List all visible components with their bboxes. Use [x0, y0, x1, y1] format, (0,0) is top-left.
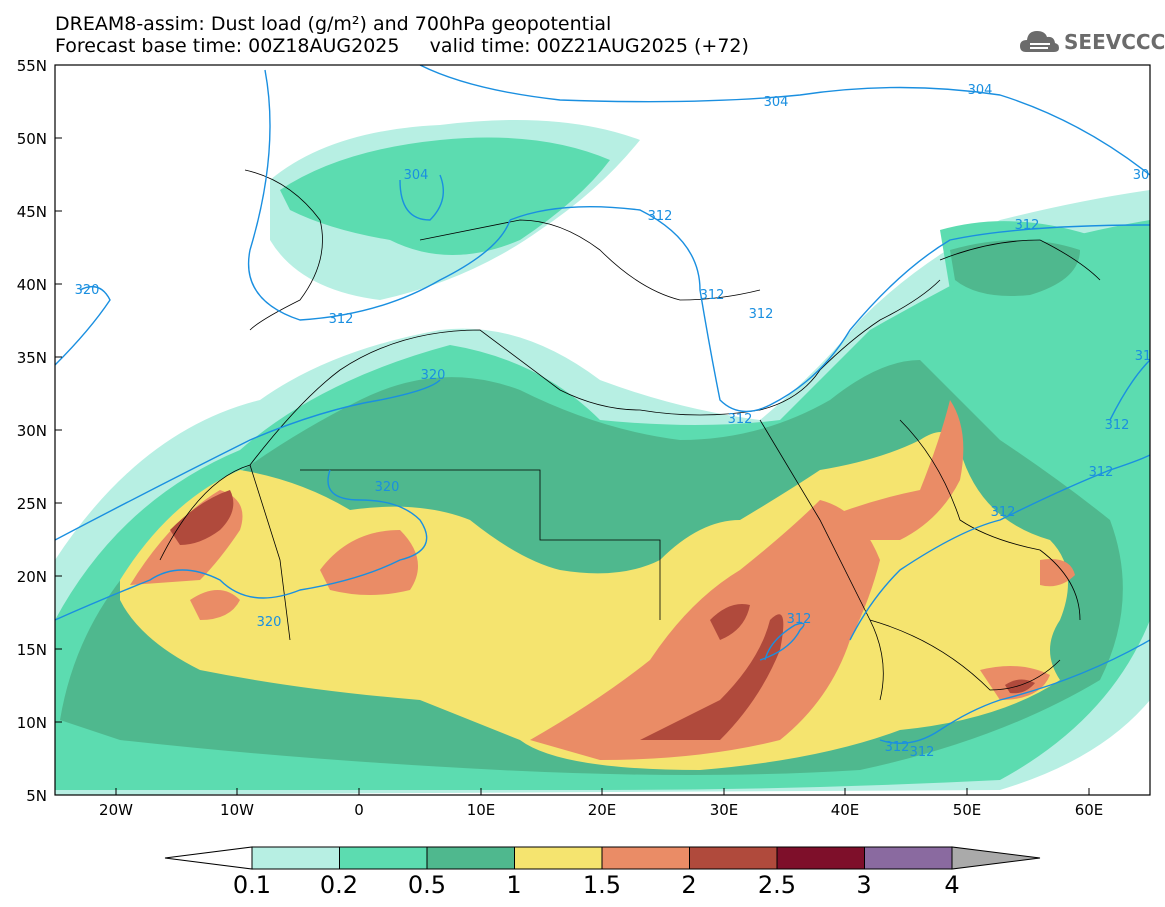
contour-label: 304 [764, 95, 789, 110]
contour-label: 312 [1015, 218, 1040, 233]
colorbar-label: 0.1 [233, 871, 271, 899]
lon-label: 30E [710, 801, 739, 819]
colorbar-high-arrow [951, 846, 1041, 870]
contour-label: 312 [329, 312, 354, 327]
colorbar-label: 2 [681, 871, 696, 899]
seevccc-logo: SEEVCCC [1018, 22, 1165, 60]
contour-label: 312 [991, 505, 1016, 520]
map-subtitle: Forecast base time: 00Z18AUG2025 valid t… [55, 35, 749, 57]
colorbar-label: 1.5 [583, 871, 621, 899]
contour-label: 31 [1135, 349, 1152, 364]
colorbar-label: 0.5 [408, 871, 446, 899]
contour-label: 312 [885, 740, 910, 755]
colorbar-swatch [864, 846, 953, 870]
contour-label: 312 [910, 745, 935, 760]
lon-label: 10W [220, 801, 254, 819]
contour-label: 312 [787, 612, 812, 627]
lat-label: 40N [17, 276, 47, 294]
logo-text: SEEVCCC [1064, 30, 1165, 54]
lon-label: 10E [467, 801, 496, 819]
cloud-icon [1020, 31, 1059, 52]
lon-label: 50E [953, 801, 982, 819]
colorbar-swatch [251, 846, 340, 870]
contour-label: 312 [1105, 418, 1130, 433]
contour-label: 312 [749, 307, 774, 322]
colorbar-swatch [514, 846, 603, 870]
contour-label: 312 [1089, 465, 1114, 480]
latitude-axis: 55N 50N 45N 40N 35N 30N 25N 20N 15N 10N … [17, 57, 62, 805]
contour-label: 312 [700, 288, 725, 303]
lat-label: 20N [17, 568, 47, 586]
contour-label: 320 [375, 480, 400, 495]
lat-label: 15N [17, 641, 47, 659]
contour-label: 320 [421, 368, 446, 383]
colorbar-swatch [339, 846, 428, 870]
lat-label: 55N [17, 57, 47, 75]
dust-shading [55, 120, 1150, 795]
lat-label: 45N [17, 203, 47, 221]
colorbar-label: 1 [506, 871, 521, 899]
contour-label: 312 [728, 412, 753, 427]
contour-label: 320 [75, 283, 100, 298]
lat-label: 30N [17, 422, 47, 440]
contour-labels: 304 304 304 30 312 312 312 312 312 312 3… [75, 83, 1152, 760]
lat-label: 5N [26, 787, 47, 805]
longitude-axis: 20W 10W 0 10E 20E 30E 40E 50E 60E [99, 788, 1103, 819]
colorbar: 0.1 0.2 0.5 1 1.5 2 2.5 3 4 [164, 846, 1041, 899]
colorbar-label: 2.5 [758, 871, 796, 899]
lon-label: 40E [831, 801, 860, 819]
colorbar-label: 0.2 [320, 871, 358, 899]
contour-label: 312 [648, 209, 673, 224]
colorbar-swatch [689, 846, 778, 870]
lat-label: 25N [17, 495, 47, 513]
contour-label: 30 [1133, 168, 1150, 183]
colorbar-swatch [776, 846, 865, 870]
geopotential-contours [55, 65, 1150, 745]
lon-label: 20W [99, 801, 133, 819]
contour-label: 304 [968, 83, 993, 98]
lon-label: 60E [1075, 801, 1104, 819]
colorbar-label: 4 [944, 871, 959, 899]
colorbar-low-arrow [164, 846, 253, 870]
contour-label: 304 [404, 168, 429, 183]
map-title: DREAM8-assim: Dust load (g/m²) and 700hP… [55, 13, 612, 35]
colorbar-label: 3 [856, 871, 871, 899]
lon-label: 0 [354, 801, 364, 819]
coastlines [159, 169, 1101, 701]
lon-label: 20E [588, 801, 617, 819]
colorbar-swatch [601, 846, 690, 870]
lat-label: 10N [17, 714, 47, 732]
colorbar-swatch [426, 846, 515, 870]
lat-label: 35N [17, 349, 47, 367]
lat-label: 50N [17, 130, 47, 148]
contour-label: 320 [257, 615, 282, 630]
